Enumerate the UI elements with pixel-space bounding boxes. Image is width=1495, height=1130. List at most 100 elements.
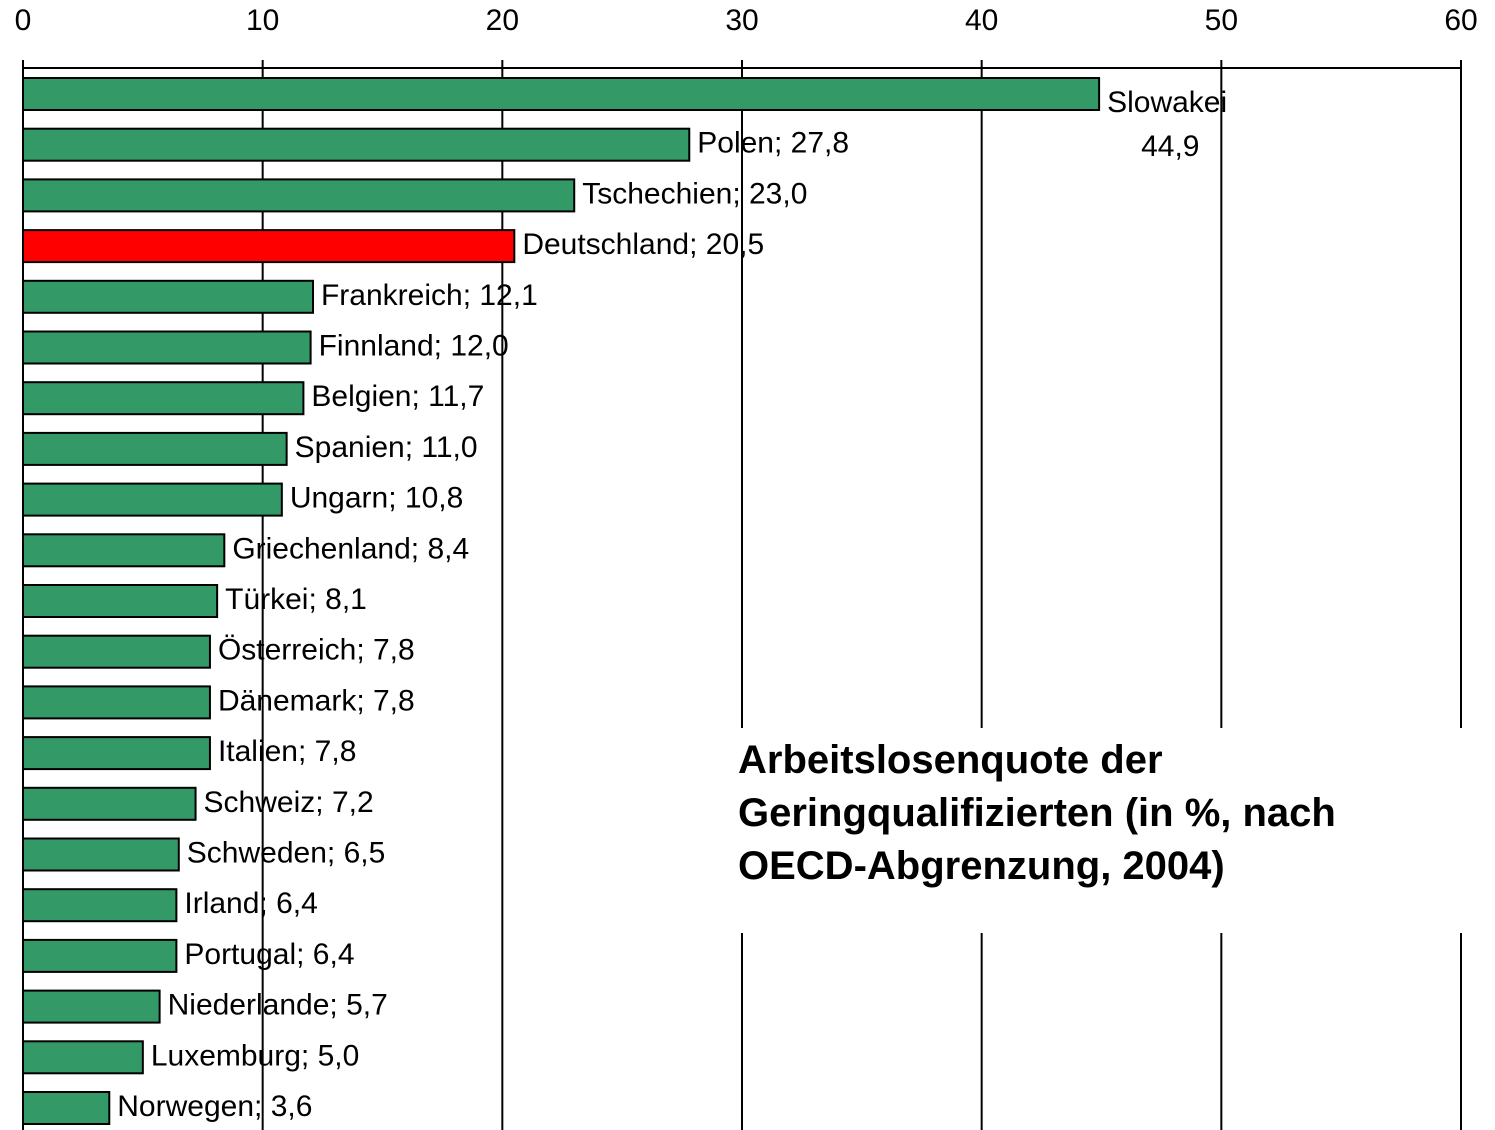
data-label: Griechenland; 8,4 <box>232 532 469 565</box>
bar <box>22 279 314 314</box>
category-name: Tschechien <box>582 177 732 210</box>
category-name: Polen <box>697 127 774 160</box>
label-separator: ; <box>259 887 276 920</box>
category-name: Slowakei <box>1107 86 1227 119</box>
label-separator: ; <box>411 380 428 413</box>
value-label: 7,8 <box>373 684 415 717</box>
data-label: Luxemburg; 5,0 <box>151 1039 359 1072</box>
bar <box>22 634 211 669</box>
bar <box>22 938 178 973</box>
bar <box>22 381 305 416</box>
data-label: Deutschland; 20,5 <box>522 228 764 261</box>
category-name: Deutschland <box>522 228 689 261</box>
data-label: Norwegen; 3,6 <box>117 1090 312 1123</box>
data-label: Niederlande; 5,7 <box>168 989 388 1022</box>
value-label: 3,6 <box>271 1090 313 1123</box>
bar <box>22 533 226 568</box>
data-label: Schweiz; 7,2 <box>204 786 374 819</box>
value-label: 12,0 <box>450 329 508 362</box>
value-label: 7,8 <box>373 634 415 667</box>
data-label: Frankreich; 12,1 <box>321 279 538 312</box>
x-tick-label: 50 <box>1205 4 1238 37</box>
bar <box>22 77 1101 111</box>
bar <box>22 837 180 872</box>
label-separator: ; <box>329 989 346 1022</box>
data-label: Österreich; 7,8 <box>218 634 415 667</box>
data-label: Dänemark; 7,8 <box>218 684 415 717</box>
data-label: Irland; 6,4 <box>184 887 317 920</box>
value-label: 6,4 <box>313 938 355 971</box>
label-separator: ; <box>327 836 344 869</box>
label-separator: ; <box>254 1090 271 1123</box>
label-separator: ; <box>411 532 428 565</box>
data-label: Slowakei 44,9 <box>1107 86 1227 163</box>
value-label: 5,0 <box>318 1039 360 1072</box>
data-label: Türkei; 8,1 <box>225 583 367 616</box>
label-separator: ; <box>434 329 451 362</box>
label-separator: ; <box>315 786 332 819</box>
value-label: 20,5 <box>706 228 764 261</box>
value-label: 44,9 <box>1141 130 1199 163</box>
label-separator: ; <box>732 177 749 210</box>
label-separator: ; <box>356 684 373 717</box>
category-name: Griechenland <box>232 532 410 565</box>
category-name: Finnland <box>319 329 434 362</box>
value-label: 6,5 <box>344 836 386 869</box>
category-name: Frankreich <box>321 279 463 312</box>
label-separator: ; <box>774 127 791 160</box>
bar <box>22 888 178 923</box>
data-label: Spanien; 11,0 <box>295 431 478 464</box>
label-separator: ; <box>301 1039 318 1072</box>
category-name: Österreich <box>218 634 356 667</box>
bar <box>22 127 691 162</box>
bar <box>22 685 211 720</box>
data-label: Belgien; 11,7 <box>311 380 484 413</box>
category-name: Schweiz <box>204 786 316 819</box>
label-separator: ; <box>463 279 480 312</box>
data-label: Ungarn; 10,8 <box>290 482 463 515</box>
category-name: Ungarn <box>290 482 388 515</box>
value-label: 8,1 <box>325 583 367 616</box>
label-separator: ; <box>405 431 422 464</box>
category-name: Luxemburg <box>151 1039 301 1072</box>
label-separator: ; <box>689 228 706 261</box>
chart-title: Arbeitslosenquote der Geringqualifiziert… <box>738 728 1478 933</box>
data-label: Polen; 27,8 <box>697 127 849 160</box>
value-label: 27,8 <box>791 127 849 160</box>
value-label: 23,0 <box>749 177 807 210</box>
label-separator: ; <box>356 634 373 667</box>
label-separator: ; <box>388 482 405 515</box>
category-name: Schweden <box>187 836 327 869</box>
data-label: Finnland; 12,0 <box>319 329 509 362</box>
x-tick-label: 20 <box>486 4 519 37</box>
x-tick-label: 0 <box>15 4 32 37</box>
value-label: 6,4 <box>276 887 318 920</box>
x-tick-label: 40 <box>965 4 998 37</box>
bar <box>22 229 516 264</box>
x-tick-label: 60 <box>1444 4 1477 37</box>
category-name: Portugal <box>184 938 296 971</box>
value-label: 5,7 <box>346 989 388 1022</box>
category-name: Niederlande <box>168 989 330 1022</box>
label-separator: ; <box>298 735 315 768</box>
bar <box>22 431 288 466</box>
category-name: Belgien <box>311 380 411 413</box>
category-name: Spanien <box>295 431 405 464</box>
category-name: Norwegen <box>117 1090 254 1123</box>
category-name: Dänemark <box>218 684 357 717</box>
bar <box>22 1091 111 1125</box>
label-separator: ; <box>296 938 313 971</box>
x-tick-label: 10 <box>246 4 279 37</box>
bar <box>22 330 312 365</box>
category-name: Irland <box>184 887 259 920</box>
value-label: 11,7 <box>428 380 484 413</box>
value-label: 10,8 <box>405 482 463 515</box>
value-label: 8,4 <box>427 532 469 565</box>
label-separator: ; <box>308 583 325 616</box>
data-label: Tschechien; 23,0 <box>582 177 807 210</box>
x-tick-label: 30 <box>725 4 758 37</box>
bar <box>22 786 197 821</box>
bar <box>22 482 283 517</box>
data-label: Italien; 7,8 <box>218 735 356 768</box>
